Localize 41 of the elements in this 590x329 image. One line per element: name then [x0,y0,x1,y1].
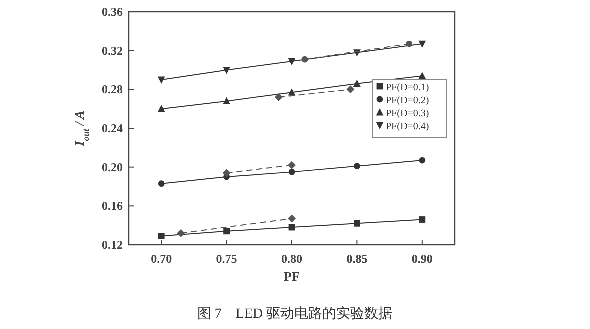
point [222,169,231,178]
point [406,40,413,48]
point [158,180,165,188]
point [223,67,230,74]
y-tick-label: 0.28 [102,82,123,97]
point [419,157,426,164]
point [354,220,360,227]
x-tick-label: 0.80 [282,252,302,266]
point [224,228,230,235]
y-tick-label: 0.24 [102,122,123,136]
legend-label: PF(D=0.2) [386,96,430,106]
x-tick-label: 0.70 [151,252,172,266]
y-tick-label: 0.32 [102,44,123,58]
x-tick-label: 0.75 [216,252,238,266]
point [288,214,296,223]
point [419,216,426,223]
point [354,80,361,88]
y-tick-label: 0.20 [102,160,123,174]
legend-label: PF(D=0.4) [386,122,430,132]
y-tick-label: 0.12 [102,238,123,252]
x-tick-label: 0.85 [346,252,368,266]
x-axis-title: PF [284,269,300,284]
point [354,163,360,170]
point [288,161,296,170]
point [288,58,296,66]
point [158,233,165,240]
point [158,76,166,84]
point [418,40,426,48]
y-tick-label: 0.16 [102,199,123,214]
point [346,86,355,94]
caption: 图 7 LED 驱动电路的实验数据 [197,306,393,322]
x-tick-label: 0.90 [412,252,433,266]
point [288,168,296,176]
legend-label: PF(D=0.3) [386,108,430,120]
point [274,93,283,102]
y-tick-label: 0.36 [102,5,123,19]
point [302,56,308,63]
legend-label: PF(D=0.1) [386,82,430,94]
point [158,105,166,112]
point [223,97,230,105]
point [177,229,186,238]
